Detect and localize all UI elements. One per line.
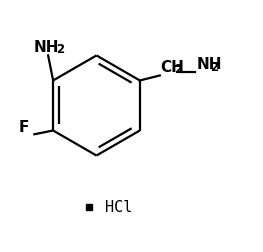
- Text: 2: 2: [210, 61, 218, 74]
- Text: NH: NH: [197, 57, 222, 72]
- Text: F: F: [19, 120, 29, 135]
- Text: CH: CH: [161, 60, 184, 75]
- Text: 2: 2: [174, 63, 182, 76]
- Text: NH: NH: [34, 40, 60, 55]
- Text: HCl: HCl: [105, 199, 133, 214]
- Text: 2: 2: [56, 43, 64, 56]
